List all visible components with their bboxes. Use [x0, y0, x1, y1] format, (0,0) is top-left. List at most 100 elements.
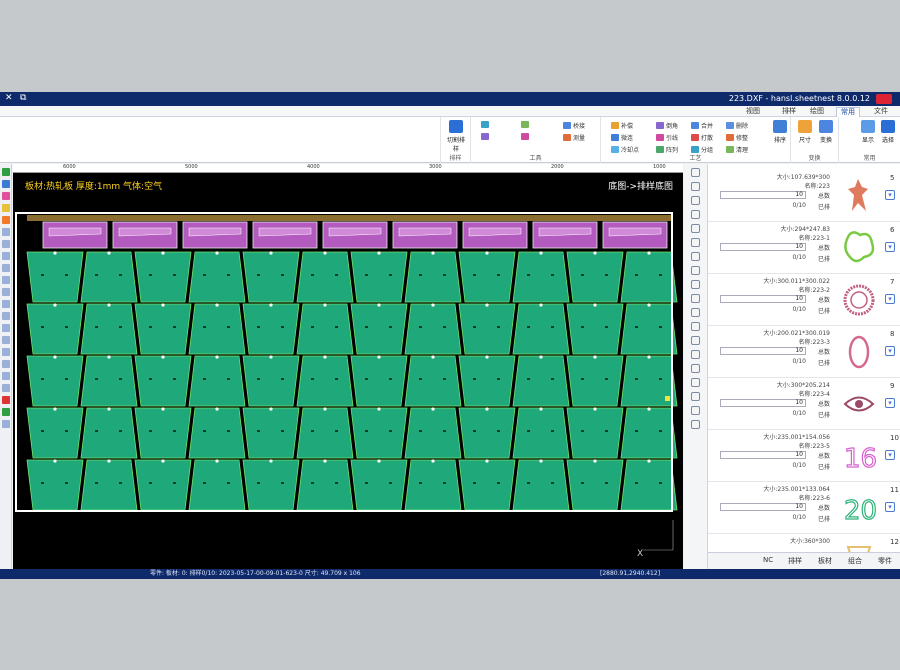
- explode-button[interactable]: 打散: [691, 133, 713, 142]
- part-list-item[interactable]: 6 ▾ 大小:294*247.83 名称:223-1 总数 10 已排 0/10: [708, 222, 900, 274]
- rect-icon[interactable]: [691, 266, 700, 275]
- tool-icon-15[interactable]: [2, 420, 10, 428]
- tool-icon-3[interactable]: [2, 252, 10, 260]
- distribute-icon[interactable]: [691, 406, 700, 415]
- clean-button[interactable]: 清理: [726, 145, 748, 154]
- align-icon[interactable]: [691, 392, 700, 401]
- zoom-in-icon[interactable]: [691, 224, 700, 233]
- part-total-input[interactable]: 10: [720, 399, 806, 407]
- lead-button[interactable]: 引线: [656, 133, 678, 142]
- expand-chevron-icon[interactable]: ▾: [885, 450, 895, 460]
- tool-icon-5[interactable]: [2, 276, 10, 284]
- color-layer-green[interactable]: [2, 168, 10, 176]
- part-list-item[interactable]: 9 ▾ 大小:300*205.214 名称:223-4 总数 10 已排 0/1…: [708, 378, 900, 430]
- tool-icon-8[interactable]: [2, 312, 10, 320]
- expand-chevron-icon[interactable]: ▾: [885, 346, 895, 356]
- expand-chevron-icon[interactable]: ▾: [885, 502, 895, 512]
- part-total-input[interactable]: 10: [720, 191, 806, 199]
- search-icon[interactable]: [691, 238, 700, 247]
- close-icon[interactable]: ✕: [5, 93, 13, 103]
- merge-button[interactable]: 合并: [691, 121, 713, 130]
- circle-icon[interactable]: [691, 308, 700, 317]
- tool-icon-2[interactable]: [2, 240, 10, 248]
- grid-icon[interactable]: [691, 420, 700, 429]
- tab-view[interactable]: 视图: [746, 107, 760, 115]
- part-list-item[interactable]: 11 ▾ 20 大小:235.001*133.064 名称:223-6 总数 1…: [708, 482, 900, 534]
- tab-file[interactable]: 文件: [874, 107, 888, 115]
- color-layer-orange[interactable]: [2, 216, 10, 224]
- part-total-input[interactable]: 10: [720, 503, 806, 511]
- expand-chevron-icon[interactable]: ▾: [885, 190, 895, 200]
- part-total-input[interactable]: 10: [720, 451, 806, 459]
- part-list-item[interactable]: 5 ▾ 大小:107.639*300 名称:223 总数 10 已排 0/10: [708, 170, 900, 222]
- restore-icon[interactable]: ⧉: [20, 93, 27, 103]
- expand-chevron-icon[interactable]: ▾: [885, 294, 895, 304]
- select-button[interactable]: 选择: [879, 120, 897, 144]
- tab-combine[interactable]: 组合: [848, 557, 862, 565]
- tool-icon-6[interactable]: [2, 288, 10, 296]
- part-list-item[interactable]: 7 ▾ 大小:300.011*300.022 名称:223-2 总数 10 已排…: [708, 274, 900, 326]
- polygon-icon[interactable]: [691, 280, 700, 289]
- tool-b-button[interactable]: [521, 133, 529, 140]
- tool-icon-11[interactable]: [2, 348, 10, 356]
- part-hole: [65, 378, 68, 380]
- tab-nc[interactable]: NC: [763, 556, 774, 564]
- tool-icon-7[interactable]: [2, 300, 10, 308]
- color-layer-blue[interactable]: [2, 180, 10, 188]
- display-button[interactable]: 显示: [859, 120, 877, 144]
- cut-nesting-button[interactable]: 切割排样: [447, 120, 465, 153]
- star-icon[interactable]: [691, 294, 700, 303]
- tab-sheet[interactable]: 板材: [818, 557, 832, 565]
- text-icon[interactable]: [691, 350, 700, 359]
- compensation-button[interactable]: 补偿: [611, 121, 633, 130]
- part-total-input[interactable]: 10: [720, 347, 806, 355]
- tab-draw[interactable]: 绘图: [810, 107, 824, 115]
- transform-button[interactable]: 变换: [817, 120, 835, 144]
- mirror-icon[interactable]: [691, 364, 700, 373]
- part-total-input[interactable]: 10: [720, 243, 806, 251]
- pointer-icon[interactable]: [691, 168, 700, 177]
- tool-icon-4[interactable]: [2, 264, 10, 272]
- tool-icon-9[interactable]: [2, 324, 10, 332]
- arc-icon[interactable]: [691, 322, 700, 331]
- tool-icon-10[interactable]: [2, 336, 10, 344]
- part-total-input[interactable]: 10: [720, 295, 806, 303]
- dimension-button[interactable]: 尺寸: [796, 120, 814, 144]
- cancel-icon[interactable]: [2, 396, 10, 404]
- group-button[interactable]: 分组: [691, 145, 713, 154]
- color-layer-yellow[interactable]: [2, 204, 10, 212]
- expand-chevron-icon[interactable]: ▾: [885, 398, 895, 408]
- confirm-icon[interactable]: [2, 408, 10, 416]
- undo-icon[interactable]: [691, 182, 700, 191]
- redo-icon[interactable]: [691, 196, 700, 205]
- array-button[interactable]: 阵列: [656, 145, 678, 154]
- measure-button[interactable]: 测量: [563, 133, 585, 142]
- tab-parts[interactable]: 零件: [878, 557, 892, 565]
- tool-a-button[interactable]: [521, 121, 529, 128]
- sort-button[interactable]: 排序: [771, 120, 789, 144]
- drawing-canvas[interactable]: 6000 5000 4000 3000 2000 1000 板材:热轧板 厚度:…: [13, 164, 683, 569]
- line-icon[interactable]: [691, 252, 700, 261]
- tab-nesting[interactable]: 排样: [782, 107, 796, 115]
- part-list-item[interactable]: 8 ▾ 大小:200.021*300.019 名称:223-3 总数 10 已排…: [708, 326, 900, 378]
- zoom-fit-icon[interactable]: [691, 210, 700, 219]
- tool-icon-12[interactable]: [2, 360, 10, 368]
- tool-d-button[interactable]: [481, 133, 489, 140]
- tab-layout[interactable]: 排样: [788, 557, 802, 565]
- part-list-item[interactable]: 10 ▾ 16 大小:235.001*154.056 名称:223-5 总数 1…: [708, 430, 900, 482]
- delete-button[interactable]: 删除: [726, 121, 748, 130]
- microjoint-button[interactable]: 微连: [611, 133, 633, 142]
- ellipse-icon[interactable]: [691, 336, 700, 345]
- tool-c-button[interactable]: [481, 121, 489, 128]
- tab-common[interactable]: 常用: [836, 107, 860, 117]
- trim-button[interactable]: 修整: [726, 133, 748, 142]
- rotate-icon[interactable]: [691, 378, 700, 387]
- bridge-button[interactable]: 桥接: [563, 121, 585, 130]
- chamfer-button[interactable]: 倒角: [656, 121, 678, 130]
- expand-chevron-icon[interactable]: ▾: [885, 242, 895, 252]
- tool-icon-14[interactable]: [2, 384, 10, 392]
- cooling-point-button[interactable]: 冷却点: [611, 145, 639, 154]
- tool-icon-1[interactable]: [2, 228, 10, 236]
- color-layer-pink[interactable]: [2, 192, 10, 200]
- tool-icon-13[interactable]: [2, 372, 10, 380]
